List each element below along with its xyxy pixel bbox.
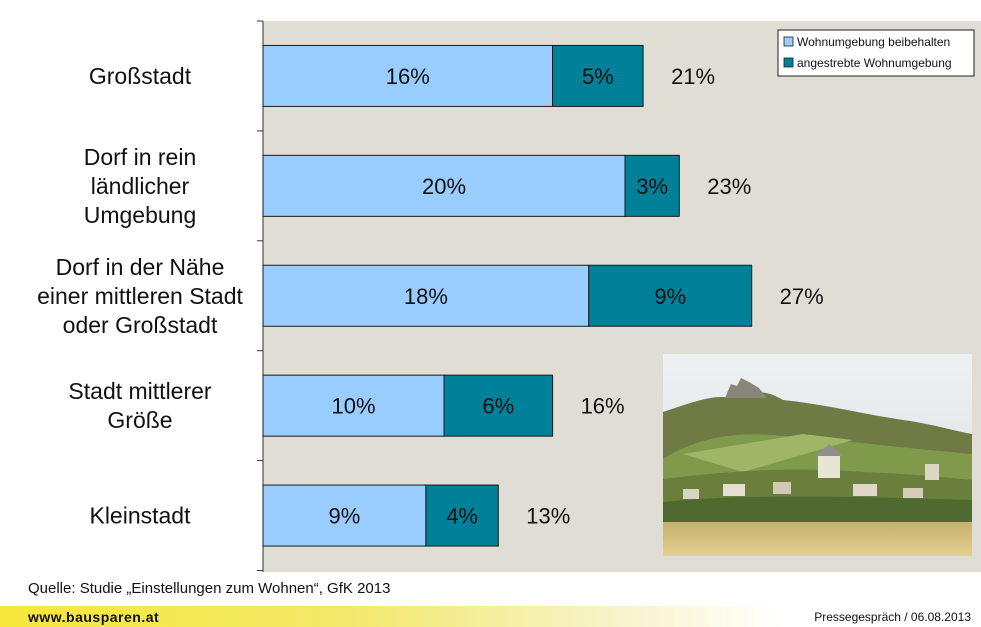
category-label-line: Dorf in der Nähe — [56, 254, 225, 280]
category-label-line: Größe — [107, 407, 172, 433]
bar-value-label: 9% — [654, 284, 686, 309]
bar-value-label: 16% — [386, 64, 430, 89]
total-label: 23% — [707, 174, 751, 199]
total-label: 16% — [581, 394, 625, 419]
bar-desired — [443, 374, 554, 437]
bar-value-label: 6% — [482, 394, 514, 419]
category-label: Großstadt — [89, 63, 192, 89]
category-label-line: oder Großstadt — [63, 312, 218, 338]
website-label: www.bausparen.at — [28, 609, 160, 625]
total-label: 27% — [780, 284, 824, 309]
bar-retained — [262, 484, 427, 547]
bar-desired — [588, 264, 753, 327]
bar-retained — [262, 374, 445, 437]
legend-entry: angestrebte Wohnumgebung — [797, 56, 952, 70]
bar-value-label: 5% — [582, 64, 614, 89]
category-label-line: einer mittleren Stadt — [37, 283, 243, 309]
category-label: Stadt mittlerer Größe — [68, 378, 211, 433]
category-label-line: Stadt mittlerer — [68, 378, 211, 404]
legend-swatch — [783, 36, 794, 47]
legend-swatch — [783, 57, 794, 68]
legend-entry: Wohnumgebung beibehalten — [797, 35, 950, 49]
bar-value-label: 10% — [331, 394, 375, 419]
bar-value-label: 4% — [446, 504, 478, 529]
category-label: Dorf in der Nähe einer mittleren Stadt ode… — [37, 254, 243, 338]
legend-box — [777, 29, 975, 77]
category-label: Dorf in rein ländlicher Umgebung — [84, 144, 197, 228]
source-note: Quelle: Studie „Einstellungen zum Wohnen… — [28, 580, 391, 597]
bar-value-label: 18% — [404, 284, 448, 309]
category-label: Kleinstadt — [89, 503, 191, 529]
category-label-line: Großstadt — [89, 63, 192, 89]
category-label-line: Umgebung — [84, 202, 197, 228]
category-label-line: Dorf in rein — [84, 144, 196, 170]
category-label-line: ländlicher — [91, 173, 190, 199]
bar-desired — [552, 44, 644, 107]
category-label-line: Kleinstadt — [89, 503, 191, 529]
legend: Wohnumgebung beibehalten angestrebte Wohn… — [777, 29, 975, 77]
bar-retained — [262, 264, 590, 327]
bar-retained — [262, 154, 626, 217]
bar-value-label: 9% — [329, 504, 361, 529]
bar-value-label: 3% — [636, 174, 668, 199]
bar-value-label: 20% — [422, 174, 466, 199]
village-photo — [663, 354, 972, 556]
bar-desired — [624, 154, 680, 217]
total-label: 13% — [526, 504, 570, 529]
total-label: 21% — [671, 64, 715, 89]
footer-bar — [0, 606, 981, 627]
bar-desired — [425, 484, 499, 547]
press-date-label: Pressegespräch / 06.08.2013 — [814, 610, 971, 624]
